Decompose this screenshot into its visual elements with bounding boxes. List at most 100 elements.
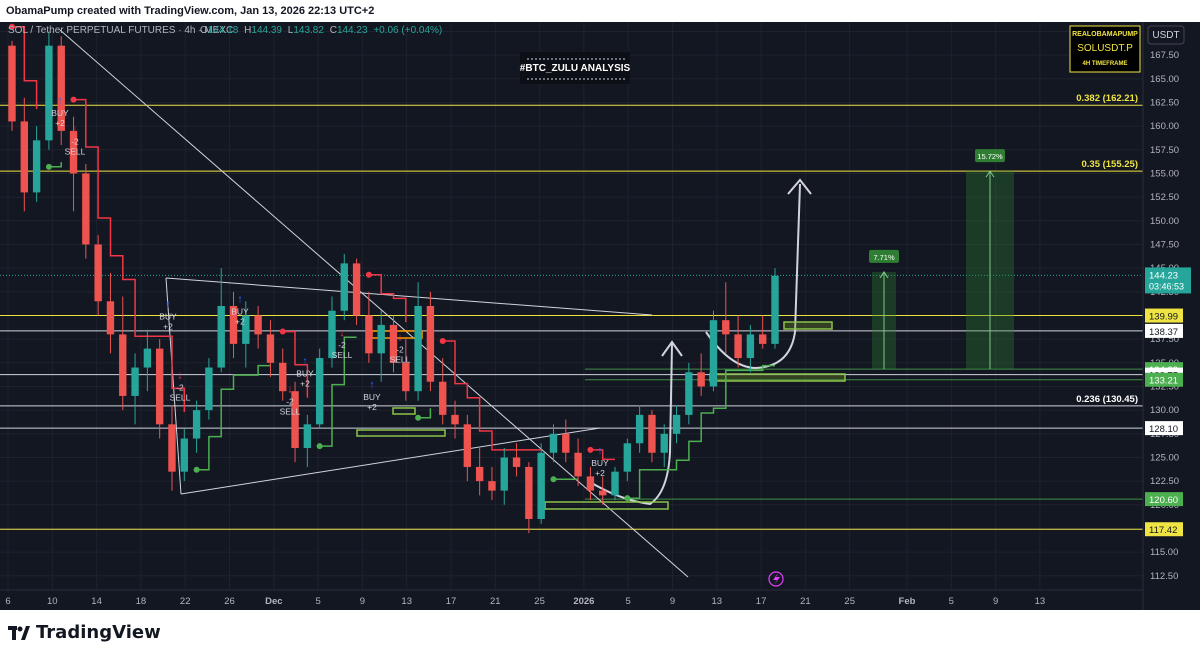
wedge-left-edge	[165, 277, 182, 495]
candle-body	[525, 466, 533, 519]
brand-line-2: SOLUSDT.P	[1077, 43, 1133, 54]
candle-body	[45, 45, 53, 141]
time-tick-label: 25	[534, 596, 545, 607]
candle-body	[586, 476, 595, 491]
candle-body	[549, 433, 558, 453]
candle-body	[8, 45, 16, 122]
price-label-text: 117.42	[1149, 525, 1177, 536]
candle-body	[340, 263, 348, 311]
lightning-icon[interactable]	[768, 571, 784, 587]
candle-body	[192, 410, 201, 439]
supertrend-flip-dot	[45, 163, 52, 170]
price-label-text: 139.99	[1149, 312, 1178, 323]
candle-body	[365, 315, 373, 354]
signal-arrow: ↑	[369, 379, 375, 391]
price-label-bg	[1145, 492, 1183, 507]
legend-symbol: SOL / Tether PERPETUAL FUTURES · 4h · ME…	[8, 25, 233, 36]
signal-label: BUY	[231, 307, 249, 317]
candle-body	[722, 320, 730, 335]
price-tick-label: 157.50	[1150, 145, 1179, 156]
candle-body	[119, 334, 127, 396]
signal-label: BUY	[296, 368, 314, 378]
footer-bar: TradingView	[0, 610, 1200, 654]
time-tick-label: 21	[800, 596, 811, 607]
candle-body	[672, 414, 681, 434]
price-tick-label: 167.50	[1150, 50, 1179, 61]
candle-body	[734, 334, 742, 359]
time-tick-label: 17	[446, 596, 457, 607]
tradingview-logo[interactable]: TradingView	[8, 622, 161, 643]
attribution-text: ObamaPump created with TradingView.com, …	[6, 5, 375, 17]
candle-body	[562, 433, 570, 453]
signal-label: -2	[338, 340, 346, 350]
signal-arrow: ↓	[287, 384, 293, 396]
signal-label: -2	[176, 382, 184, 392]
supertrend-flip-dot	[365, 271, 372, 278]
signal-arrow: ↑	[165, 298, 171, 310]
price-tick-label: 137.50	[1150, 334, 1179, 345]
supertrend-flip-dot	[279, 328, 286, 335]
signal-sub-label: +2	[235, 317, 245, 327]
fib-level-label: 0.35 (155.25)	[1081, 159, 1138, 170]
zone-box	[356, 429, 446, 437]
price-tick-label: 155.00	[1150, 168, 1179, 179]
candle-body	[697, 372, 705, 387]
price-tick-label: 162.50	[1150, 97, 1179, 108]
signal-sub-label: SELL	[280, 407, 301, 417]
time-tick-label: 5	[949, 596, 954, 607]
supertrend-segment	[368, 274, 407, 323]
projection-arrow-head	[985, 170, 995, 178]
price-axis[interactable]: 112.50115.00117.50120.00122.50125.00127.…	[1142, 22, 1191, 610]
candle-body	[143, 348, 152, 368]
currency-button[interactable]: USDT	[1147, 25, 1185, 45]
signal-arrow: ↓	[339, 327, 345, 339]
signal-label: -2	[396, 345, 404, 355]
supertrend-flip-dot	[193, 466, 200, 473]
candle-body	[242, 315, 250, 344]
supertrend-segment	[12, 25, 38, 110]
candle-body	[426, 306, 435, 382]
supertrend-flip-dot	[550, 476, 557, 483]
candle-body	[709, 320, 718, 387]
candle-body	[414, 306, 422, 392]
time-axis[interactable]: 6 10 14 18 22 26 Dec 5 9 13 17 21 25 2026 5 9 13 17 21 25 Fe…	[0, 589, 1143, 607]
projection-boxes: 7.71% 15.72%	[869, 149, 1014, 370]
candlestick-series	[8, 31, 779, 534]
signal-arrow: ↑	[302, 355, 308, 367]
candle-body	[254, 315, 262, 335]
candle-body	[463, 424, 472, 467]
signal-arrow: ↓	[397, 332, 403, 344]
descending-trendline	[59, 29, 689, 578]
candle-body	[635, 414, 644, 444]
annotation-text: #BTC_ZULU ANALYSIS	[520, 63, 631, 74]
legend-ohlc: O144.18 H144.39 L143.82 C144.23 +0.06 (+…	[200, 25, 442, 36]
wedge-lower-line	[180, 427, 601, 495]
signal-sub-label: +2	[367, 402, 377, 412]
candle-body	[352, 263, 361, 316]
supertrend-flip-dot	[316, 443, 323, 450]
candle-body	[180, 438, 188, 472]
candle-body	[746, 334, 755, 359]
time-tick-label: 5	[315, 596, 320, 607]
price-chart[interactable]: 0.382 (162.21) 0.35 (155.25) 0.236 (130.45…	[0, 22, 1200, 610]
projection-label-bg	[975, 149, 1005, 163]
path-arrow-1-head	[661, 340, 683, 357]
signal-label: BUY	[363, 392, 381, 402]
time-tick-label: 13	[712, 596, 723, 607]
candle-body	[106, 301, 115, 335]
candle-body	[377, 324, 385, 354]
signal-sub-label: SELL	[65, 146, 86, 156]
price-label-bg	[1145, 522, 1183, 537]
time-tick-label: 6	[5, 596, 10, 607]
supertrend-flip-dot	[9, 23, 15, 30]
time-tick-label: 10	[47, 596, 58, 607]
signal-arrow: ↑	[597, 445, 603, 457]
candle-body	[32, 140, 41, 193]
candle-body	[266, 334, 275, 363]
candle-body	[155, 348, 164, 425]
price-label-text: 128.10	[1149, 424, 1178, 435]
time-tick-label: 14	[91, 596, 102, 607]
price-label-text: 133.21	[1149, 376, 1178, 387]
trend-drawings	[59, 29, 812, 578]
analysis-annotation[interactable]: #BTC_ZULU ANALYSIS	[520, 52, 631, 84]
